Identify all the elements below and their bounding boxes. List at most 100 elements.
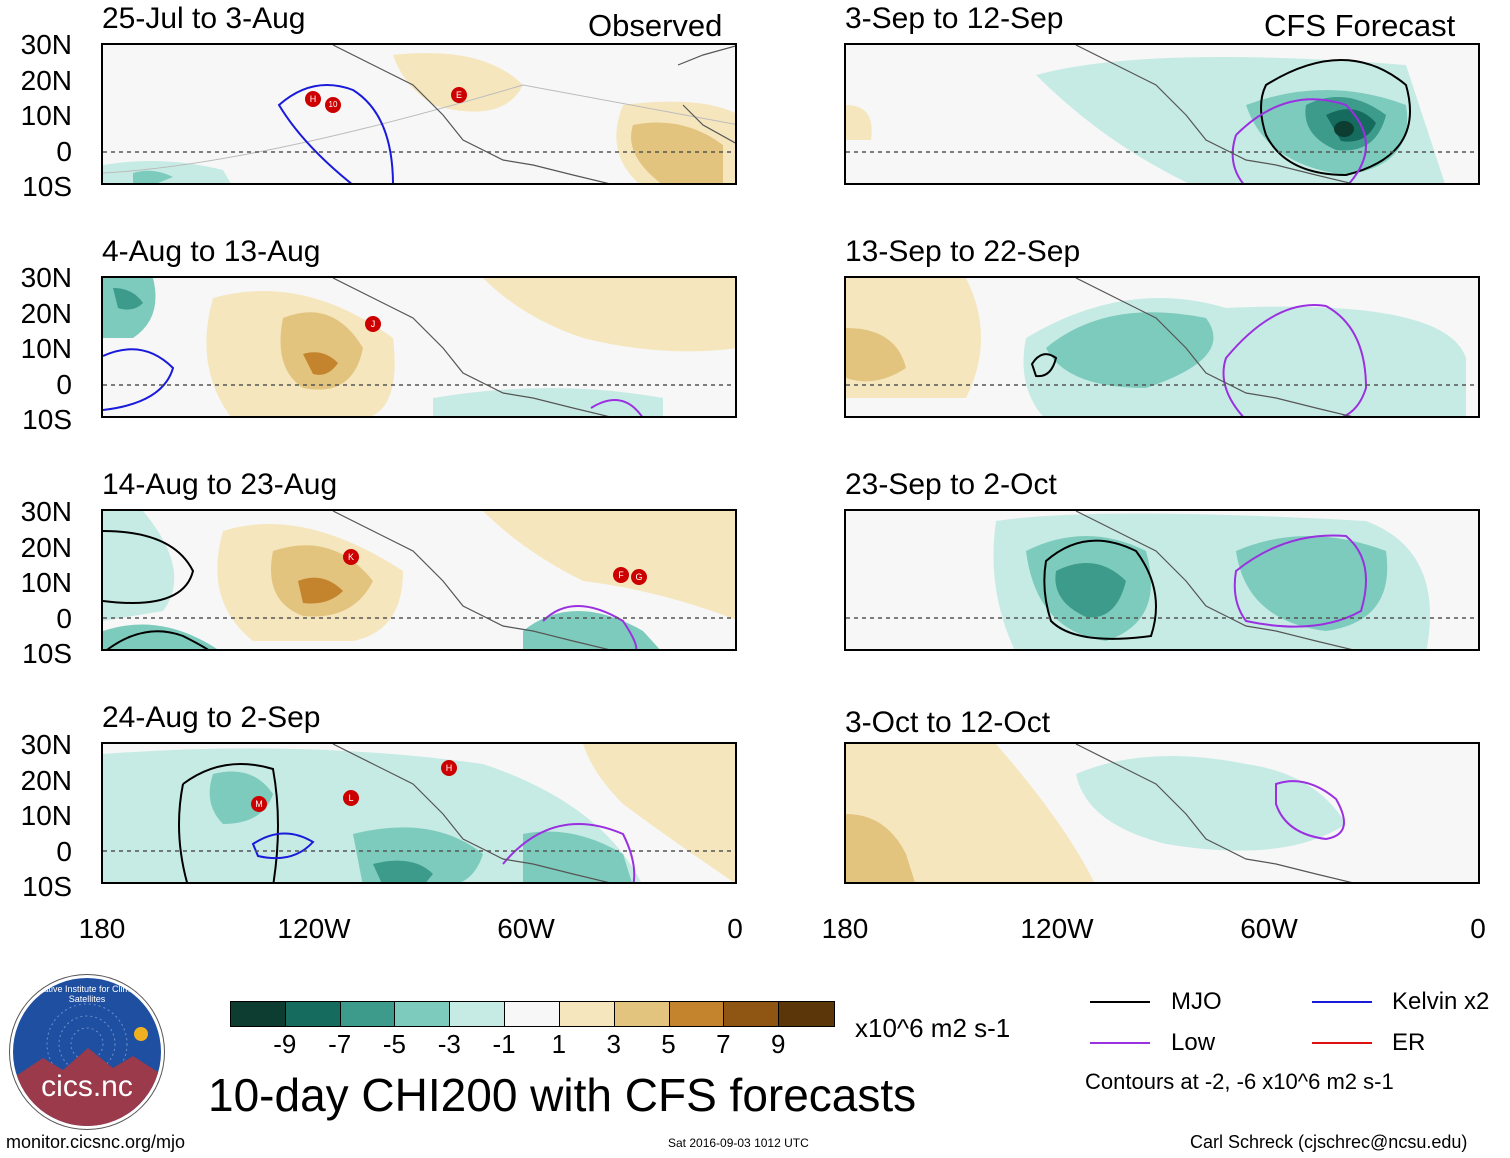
colorbar-swatch bbox=[505, 1002, 560, 1026]
colorbar-tick-label: 7 bbox=[716, 1029, 731, 1059]
lat-30n: 30N bbox=[20, 729, 72, 760]
storm-marker: J bbox=[365, 316, 381, 332]
map-panel-6 bbox=[844, 276, 1480, 418]
coastline bbox=[1075, 744, 1352, 882]
mjo-contour bbox=[1030, 353, 1058, 378]
legend-mjo-label: MJO bbox=[1171, 988, 1222, 1015]
main-title: 10-day CHI200 with CFS forecasts bbox=[208, 1069, 917, 1121]
storm-marker: F bbox=[613, 567, 629, 583]
lat-10n: 10N bbox=[20, 333, 72, 364]
map-panel-5 bbox=[844, 43, 1480, 185]
storm-marker: K bbox=[343, 549, 359, 565]
lat-30n: 30N bbox=[20, 496, 72, 527]
lon-180-left: 180 bbox=[78, 913, 126, 944]
anomaly-negative bbox=[373, 860, 433, 882]
anomaly-positive bbox=[846, 744, 1094, 882]
storm-marker: H bbox=[305, 91, 321, 107]
anomaly-negative bbox=[1334, 121, 1354, 137]
map-panel-7 bbox=[844, 509, 1480, 651]
lon-120w-right: 120W bbox=[1020, 913, 1094, 944]
colorbar-tick-label: 3 bbox=[606, 1029, 621, 1059]
panel-title-8: 3-Oct to 12-Oct bbox=[845, 706, 1051, 739]
colorbar-tick-label: -7 bbox=[328, 1029, 352, 1059]
anomaly-negative bbox=[523, 831, 632, 882]
anomaly-positive bbox=[280, 312, 363, 390]
colorbar-tick-label: 9 bbox=[770, 1029, 786, 1059]
storm-marker: E bbox=[451, 87, 467, 103]
anomaly-negative bbox=[523, 611, 660, 649]
colorbar-tick-label: -3 bbox=[437, 1029, 461, 1059]
low-contour bbox=[542, 605, 638, 649]
anomaly-positive bbox=[483, 511, 735, 620]
logo-text: cics.nc bbox=[41, 1070, 133, 1103]
footer-timestamp: Sat 2016-09-03 1012 UTC bbox=[668, 1136, 809, 1150]
lat-0: 0 bbox=[56, 136, 72, 167]
legend-low-line bbox=[1090, 1042, 1150, 1044]
mjo-contour bbox=[1043, 539, 1157, 640]
legend-er-line bbox=[1312, 1042, 1372, 1044]
low-contour bbox=[502, 823, 636, 882]
anomaly-negative bbox=[1236, 536, 1388, 631]
map-panel-4: M L H bbox=[101, 742, 737, 884]
contours-note: Contours at -2, -6 x10^6 m2 s-1 bbox=[1085, 1069, 1394, 1094]
mjo-contour bbox=[103, 530, 195, 604]
legend-low-label: Low bbox=[1171, 1029, 1216, 1056]
anomaly-negative bbox=[1046, 312, 1214, 388]
storm-marker: G bbox=[631, 569, 647, 585]
mjo-contour bbox=[178, 763, 279, 882]
colorbar bbox=[230, 1001, 835, 1027]
legend-kelvin-line bbox=[1312, 1001, 1372, 1003]
anomaly-negative bbox=[1076, 756, 1346, 851]
colorbar-swatch bbox=[559, 1002, 615, 1026]
coastline bbox=[332, 278, 609, 416]
low-contour bbox=[1275, 780, 1345, 841]
mjo-contour bbox=[1260, 59, 1411, 177]
low-contour bbox=[1233, 534, 1367, 628]
colorbar-tick-label: -9 bbox=[273, 1029, 297, 1059]
lat-10s: 10S bbox=[22, 638, 72, 669]
coastline bbox=[332, 744, 609, 882]
colorbar-swatch bbox=[724, 1002, 780, 1026]
anomaly-negative bbox=[103, 161, 231, 183]
lat-30n: 30N bbox=[20, 262, 72, 293]
anomaly-positive bbox=[846, 105, 872, 140]
colorbar-swatch bbox=[395, 1002, 451, 1026]
lon-0-left: 0 bbox=[727, 913, 743, 944]
lat-20n: 20N bbox=[20, 765, 72, 796]
lat-10n: 10N bbox=[20, 800, 72, 831]
colorbar-swatch bbox=[779, 1002, 834, 1026]
panel-title-5: 3-Sep to 12-Sep bbox=[845, 2, 1064, 35]
panel-title-1: 25-Jul to 3-Aug bbox=[102, 2, 306, 35]
legend-er-label: ER bbox=[1392, 1029, 1426, 1056]
observed-label: Observed bbox=[588, 8, 723, 43]
anomaly-negative bbox=[103, 624, 217, 649]
lat-20n: 20N bbox=[20, 65, 72, 96]
lat-20n: 20N bbox=[20, 298, 72, 329]
panel-title-3: 14-Aug to 23-Aug bbox=[102, 468, 338, 501]
colorbar-swatch bbox=[285, 1002, 341, 1026]
map-panel-3: K F G bbox=[101, 509, 737, 651]
anomaly-positive bbox=[303, 352, 338, 375]
mjo-contour bbox=[106, 630, 209, 649]
lat-30n: 30N bbox=[20, 29, 72, 60]
colorbar-swatch bbox=[669, 1002, 725, 1026]
lon-60w-right: 60W bbox=[1240, 913, 1298, 944]
anomaly-positive bbox=[483, 278, 735, 352]
anomaly-negative bbox=[1055, 563, 1126, 618]
colorbar-tick-label: -1 bbox=[492, 1029, 516, 1059]
colorbar-swatch bbox=[450, 1002, 506, 1026]
anomaly-negative bbox=[133, 170, 173, 183]
kelvin-contour bbox=[103, 348, 175, 411]
storm-marker: H bbox=[441, 760, 457, 776]
anomaly-positive bbox=[298, 577, 343, 604]
coastline bbox=[1075, 45, 1352, 183]
colorbar-tick-label: 5 bbox=[661, 1029, 676, 1059]
legend-kelvin-label: Kelvin x2 bbox=[1392, 988, 1490, 1015]
panel-title-2: 4-Aug to 13-Aug bbox=[102, 235, 321, 268]
lat-10s: 10S bbox=[22, 171, 72, 202]
low-contour bbox=[1231, 98, 1367, 183]
panel-title-4: 24-Aug to 2-Sep bbox=[102, 701, 321, 734]
lat-0: 0 bbox=[56, 369, 72, 400]
kelvin-contour bbox=[277, 84, 394, 183]
low-contour bbox=[590, 399, 643, 416]
